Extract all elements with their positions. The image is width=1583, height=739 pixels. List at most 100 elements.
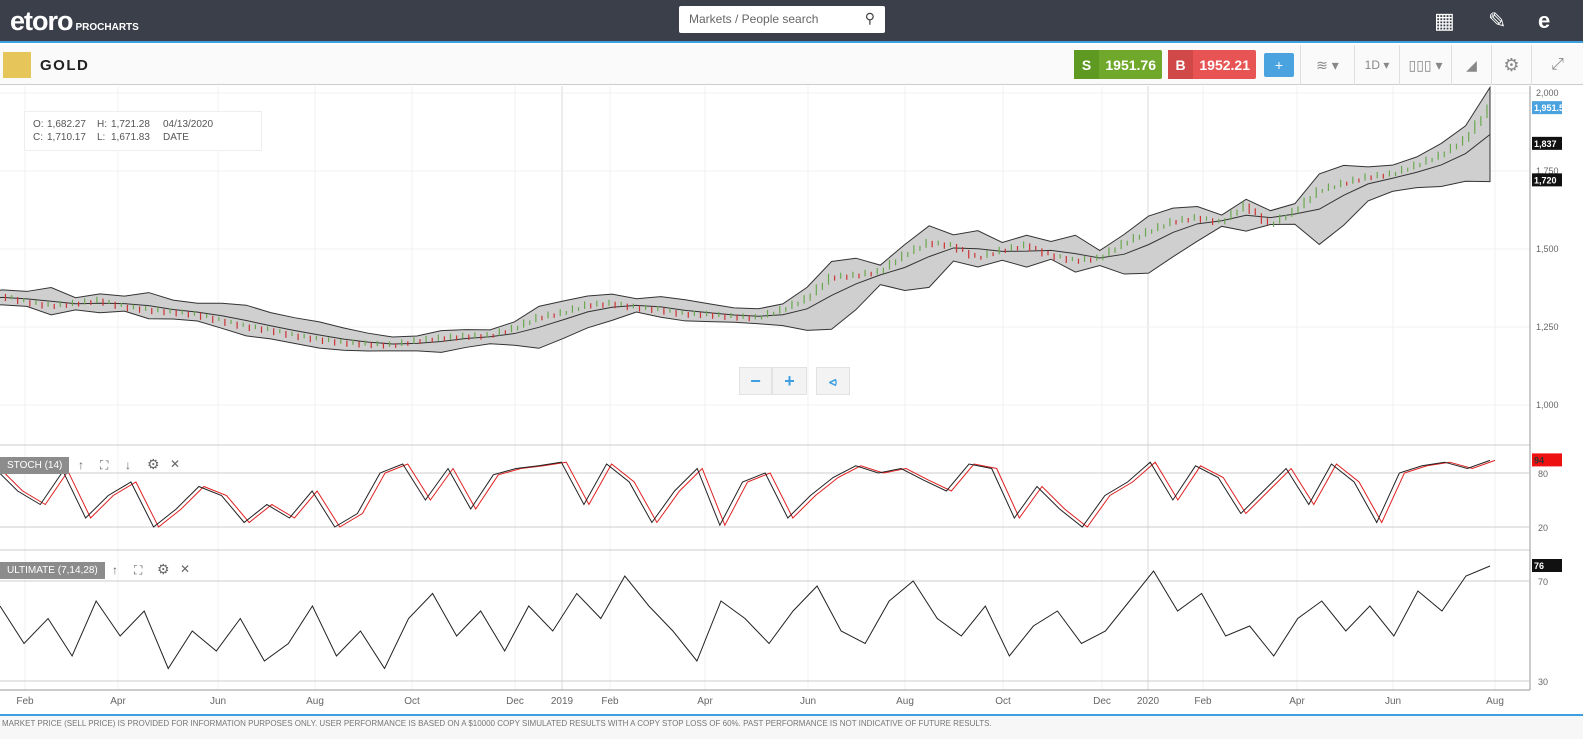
buy-button[interactable]: B 1952.21 bbox=[1168, 50, 1256, 79]
x-tick-label: Apr bbox=[697, 696, 713, 707]
gear-icon[interactable]: ⚙ bbox=[147, 456, 160, 472]
x-tick-label: Jun bbox=[1385, 696, 1401, 707]
ultimate-line bbox=[0, 565, 1491, 670]
x-tick-label: Aug bbox=[1486, 696, 1504, 707]
search-placeholder: Markets / People search bbox=[689, 12, 819, 26]
gear-icon: ⚙ bbox=[1503, 54, 1520, 75]
instrument-name: GOLD bbox=[40, 57, 90, 74]
open-value: 1,682.27 bbox=[47, 119, 86, 130]
sell-button[interactable]: S 1951.76 bbox=[1074, 50, 1162, 79]
x-tick-label: Apr bbox=[1289, 696, 1305, 707]
ohlc-tooltip: O: 1,682.27 H: 1,721.28 04/13/2020 C: 1,710.1… bbox=[24, 111, 262, 151]
x-tick-label: Jun bbox=[210, 696, 226, 707]
stoch-level-label: 20 bbox=[1538, 523, 1548, 533]
indicators-icon: ◢ bbox=[1466, 56, 1477, 73]
stoch-d-line bbox=[0, 459, 1496, 528]
search-icon[interactable]: ⚲ bbox=[864, 10, 875, 26]
compare-icon: ≋ ▾ bbox=[1316, 56, 1339, 73]
logo-text: etoro bbox=[10, 6, 73, 36]
x-tick-label: Feb bbox=[601, 696, 619, 707]
x-tick-label: 2019 bbox=[551, 696, 574, 707]
low-value: 1,671.83 bbox=[111, 132, 150, 143]
indicators-button[interactable]: ◢ bbox=[1451, 45, 1491, 85]
price-tick-label: 1,000 bbox=[1536, 400, 1559, 410]
bb-upper-tag: 1,837 bbox=[1534, 139, 1557, 149]
x-tick-label: Dec bbox=[1093, 696, 1111, 707]
bollinger-band bbox=[0, 86, 1491, 353]
fullscreen-button[interactable]: ⤢ bbox=[1531, 45, 1583, 85]
x-tick-label: Feb bbox=[16, 696, 34, 707]
open-label: O: bbox=[33, 119, 44, 130]
compare-button[interactable]: ≋ ▾ bbox=[1300, 45, 1354, 85]
move-down-icon[interactable]: ↓ bbox=[125, 458, 131, 472]
price-tick-label: 1,500 bbox=[1536, 244, 1559, 254]
bb-upper-tag-bg bbox=[1532, 136, 1562, 150]
x-tick-label: Oct bbox=[995, 696, 1011, 707]
stoch-level-label: 80 bbox=[1538, 469, 1548, 479]
logo-subtitle: PROCHARTS bbox=[75, 22, 139, 33]
gold-icon bbox=[3, 52, 31, 78]
zoom-out-button[interactable]: − bbox=[739, 367, 772, 395]
x-tick-label: Feb bbox=[1194, 696, 1212, 707]
layout-icon[interactable]: ▦ bbox=[1434, 8, 1455, 33]
share-icon: ⪦ bbox=[829, 372, 837, 389]
close-value: 1,710.17 bbox=[47, 132, 86, 143]
x-tick-label: Oct bbox=[404, 696, 420, 707]
close-label: C: bbox=[33, 132, 43, 143]
chart-type-dropdown[interactable]: ▯▯▯ ▾ bbox=[1399, 45, 1451, 85]
zoom-in-button[interactable]: + bbox=[772, 367, 807, 395]
close-icon[interactable]: ✕ bbox=[170, 457, 181, 471]
etoro-logo[interactable]: etoro PROCHARTS bbox=[10, 6, 139, 37]
move-up-icon[interactable]: ↑ bbox=[112, 563, 118, 577]
x-tick-label: Aug bbox=[306, 696, 324, 707]
gear-icon[interactable]: ⚙ bbox=[157, 561, 170, 577]
share-button[interactable]: ⪦ bbox=[816, 367, 850, 395]
pencil-icon[interactable]: ✎ bbox=[1488, 8, 1507, 33]
instrument-toolbar: GOLD S 1951.76 B 1952.21 + ≋ ▾ 1D ▾ ▯▯▯ ▾ … bbox=[0, 45, 1583, 85]
ultimate-level-label: 70 bbox=[1538, 577, 1548, 587]
top-bar: etoro PROCHARTS Markets / People search ⚲ … bbox=[0, 0, 1583, 43]
stoch-last-tag-bg bbox=[1532, 453, 1562, 467]
etoro-profile-icon[interactable]: e bbox=[1538, 8, 1551, 33]
price-tick-label: 1,750 bbox=[1536, 166, 1559, 176]
bb-lower-tag-bg bbox=[1532, 173, 1562, 187]
buy-price: 1952.21 bbox=[1199, 56, 1250, 73]
x-tick-label: Dec bbox=[506, 696, 524, 707]
last-price-tag-bg bbox=[1532, 101, 1562, 115]
ultimate-last-tag-bg bbox=[1532, 559, 1562, 572]
stoch-k-line bbox=[0, 459, 1491, 528]
price-tick-label: 1,250 bbox=[1536, 322, 1559, 332]
x-tick-label: Aug bbox=[896, 696, 914, 707]
date-label: DATE bbox=[163, 132, 189, 143]
buy-label: B bbox=[1168, 50, 1193, 79]
date-value: 04/13/2020 bbox=[163, 119, 214, 130]
low-label: L: bbox=[97, 132, 106, 143]
settings-button[interactable]: ⚙ bbox=[1491, 45, 1531, 85]
ultimate-level-label: 30 bbox=[1538, 677, 1548, 687]
x-tick-label: Jun bbox=[800, 696, 816, 707]
last-price-tag: 1,951.53 bbox=[1534, 103, 1569, 113]
move-up-icon[interactable]: ↑ bbox=[78, 458, 84, 472]
bb-lower-tag: 1,720 bbox=[1534, 175, 1557, 185]
timeframe-dropdown[interactable]: 1D ▾ bbox=[1354, 45, 1399, 85]
ultimate-last-tag: 76 bbox=[1534, 561, 1544, 571]
stoch-last-tag: 94 bbox=[1534, 455, 1544, 465]
crosshair-button[interactable]: + bbox=[1264, 53, 1294, 77]
maximize-icon[interactable]: ⛶ bbox=[134, 563, 143, 577]
disclaimer: MARKET PRICE (SELL PRICE) IS PROVIDED FO… bbox=[0, 714, 1583, 739]
ultimate-pane-label[interactable]: ULTIMATE (7,14,28) bbox=[0, 562, 105, 579]
high-label: H: bbox=[97, 119, 107, 130]
maximize-icon[interactable]: ⛶ bbox=[100, 458, 109, 472]
stoch-pane-label[interactable]: STOCH (14) bbox=[0, 457, 70, 474]
high-value: 1,721.28 bbox=[111, 119, 150, 130]
search-input[interactable]: Markets / People search ⚲ bbox=[679, 6, 885, 33]
price-tick-label: 2,000 bbox=[1536, 88, 1559, 98]
sell-price: 1951.76 bbox=[1105, 56, 1156, 73]
chart-canvas[interactable]: Feb Apr Jun Aug Oct Dec 2019 Feb Apr Jun Aug Oct Dec… bbox=[0, 86, 1583, 714]
x-tick-label: Apr bbox=[110, 696, 126, 707]
expand-icon: ⤢ bbox=[1551, 56, 1564, 73]
candlestick-icon: ▯▯▯ ▾ bbox=[1408, 56, 1443, 73]
close-icon[interactable]: ✕ bbox=[180, 562, 191, 576]
timeframe-value: 1D bbox=[1364, 58, 1380, 72]
bollinger-middle bbox=[0, 134, 1491, 345]
